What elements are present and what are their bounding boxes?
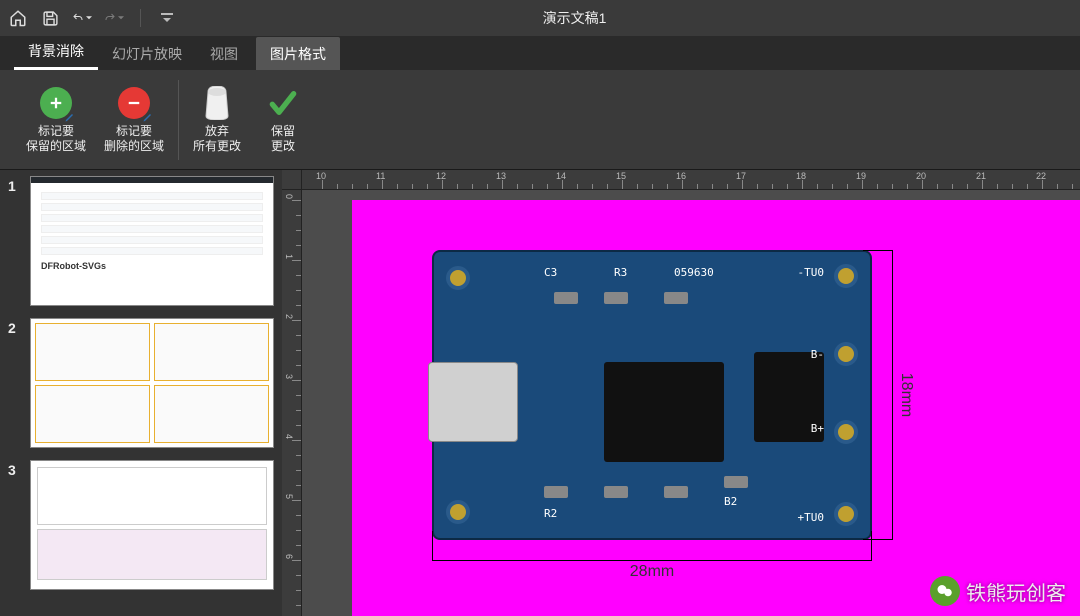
- ruler-corner: [282, 170, 302, 190]
- mark-remove-label: 标记要 删除的区域: [104, 124, 164, 153]
- tab-slideshow[interactable]: 幻灯片放映: [98, 37, 196, 70]
- slide-thumbnail-1[interactable]: DFRobot-SVGs: [30, 176, 274, 306]
- watermark: 铁熊玩创客: [930, 576, 1066, 606]
- pcb-board-image: C3 R3 059630 -TU0 B- B+ +TU0 R2 B2: [432, 250, 872, 540]
- mark-keep-button[interactable]: 标记要 保留的区域: [26, 86, 86, 153]
- ribbon-tabs: 背景消除 幻灯片放映 视图 图片格式: [0, 36, 1080, 70]
- tab-picture-format[interactable]: 图片格式: [256, 37, 340, 70]
- watermark-text: 铁熊玩创客: [966, 577, 1066, 606]
- thumb-caption: DFRobot-SVGs: [41, 261, 263, 271]
- dimension-horizontal: 28mm: [432, 560, 872, 561]
- slide-thumbnail-2[interactable]: [30, 318, 274, 448]
- discard-changes-label: 放弃 所有更改: [193, 124, 241, 153]
- workspace: 1 DFRobot-SVGs 2 3 101112131: [0, 170, 1080, 616]
- horizontal-ruler: 10111213141516171819202122: [302, 170, 1080, 190]
- document-title: 演示文稿1: [177, 8, 1072, 28]
- slide-thumbnail-3[interactable]: [30, 460, 274, 590]
- thumb-number: 1: [8, 176, 22, 306]
- tab-background-removal[interactable]: 背景消除: [14, 34, 98, 70]
- keep-changes-label: 保留 更改: [271, 124, 295, 153]
- slide[interactable]: C3 R3 059630 -TU0 B- B+ +TU0 R2 B2 28mm: [352, 200, 1080, 616]
- home-icon[interactable]: [8, 8, 28, 28]
- vertical-ruler: 0123456: [282, 190, 302, 616]
- dimension-vertical: 18mm: [892, 250, 893, 540]
- customize-qat-icon[interactable]: [157, 8, 177, 28]
- tab-view[interactable]: 视图: [196, 37, 252, 70]
- keep-changes-button[interactable]: 保留 更改: [259, 86, 307, 153]
- wechat-icon: [930, 576, 960, 606]
- title-bar: 演示文稿1: [0, 0, 1080, 36]
- thumb-number: 3: [8, 460, 22, 590]
- background-removal-mask: C3 R3 059630 -TU0 B- B+ +TU0 R2 B2 28mm: [352, 200, 1080, 616]
- mark-remove-button[interactable]: 标记要 删除的区域: [104, 86, 164, 153]
- thumb-number: 2: [8, 318, 22, 448]
- slide-thumbnails-panel[interactable]: 1 DFRobot-SVGs 2 3: [0, 170, 282, 616]
- save-icon[interactable]: [40, 8, 60, 28]
- dimension-v-label: 18mm: [897, 373, 915, 417]
- undo-icon[interactable]: [72, 8, 92, 28]
- ribbon: 标记要 保留的区域 标记要 删除的区域 放弃 所有更改 保留 更改: [0, 70, 1080, 170]
- mark-keep-label: 标记要 保留的区域: [26, 124, 86, 153]
- selected-image[interactable]: C3 R3 059630 -TU0 B- B+ +TU0 R2 B2 28mm: [348, 196, 1080, 616]
- redo-icon[interactable]: [104, 8, 124, 28]
- dimension-h-label: 28mm: [630, 563, 674, 581]
- discard-changes-button[interactable]: 放弃 所有更改: [193, 86, 241, 153]
- slide-canvas-area[interactable]: 10111213141516171819202122 0123456: [282, 170, 1080, 616]
